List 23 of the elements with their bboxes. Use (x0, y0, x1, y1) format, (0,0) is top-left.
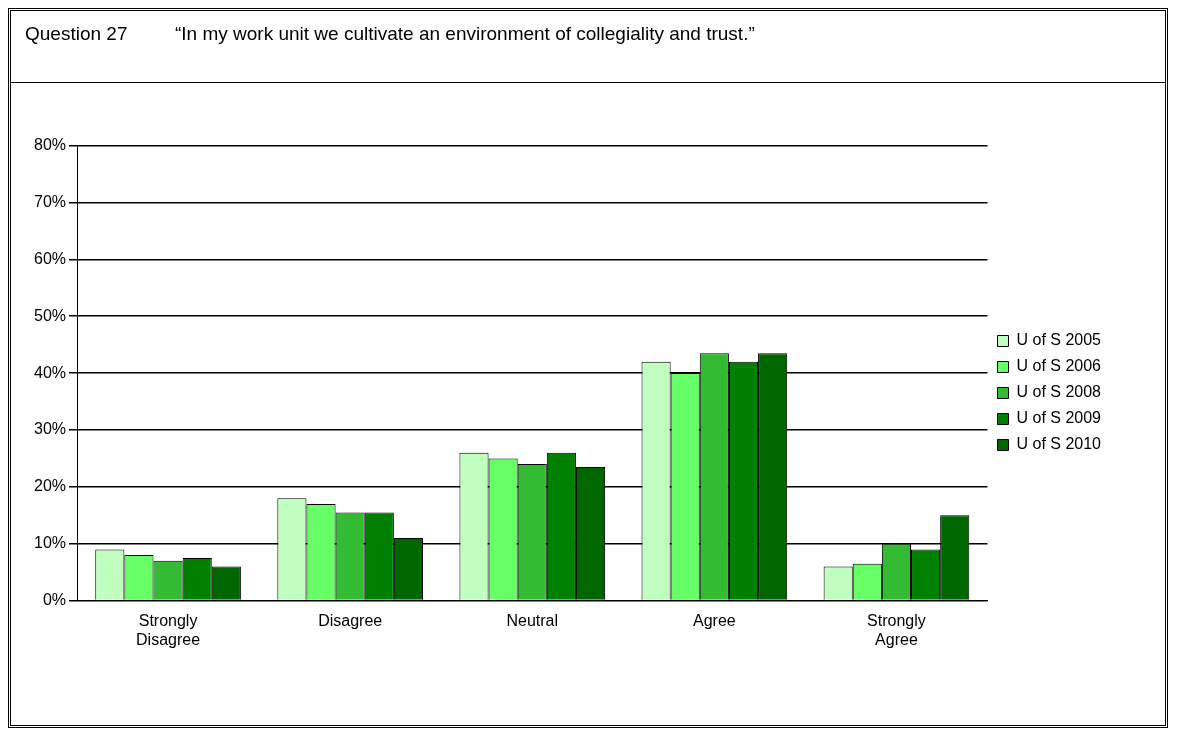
category-label: Strongly (867, 611, 926, 629)
y-tick-label: 70% (33, 192, 67, 210)
legend-label: U of S 2010 (1016, 435, 1102, 453)
y-tick-label: 60% (33, 249, 67, 267)
chart-title: Question 27 (25, 23, 129, 46)
y-tick-label: 0% (42, 591, 67, 609)
y-tick-label: 50% (33, 306, 67, 324)
y-tick-label: 80% (33, 136, 67, 154)
y-tick-label: 10% (33, 534, 67, 552)
y-tick-label: 40% (33, 363, 67, 381)
legend-label: U of S 2009 (1016, 409, 1102, 427)
x-tick-label: Disagree (318, 611, 383, 629)
legend-label: U of S 2006 (1016, 357, 1102, 375)
x-tick-label: Neutral (506, 611, 559, 629)
category-label: Agree (875, 630, 918, 648)
category-label: Disagree (136, 630, 201, 648)
y-tick-label: 20% (33, 477, 67, 495)
legend-label: U of S 2008 (1016, 383, 1102, 401)
legend-label: U of S 2005 (1016, 331, 1102, 349)
category-label: Strongly (138, 611, 198, 629)
x-tick-label: Agree (693, 611, 736, 629)
chart-subtitle: “In my work unit we cultivate an environment of collegiality and trust.” (175, 23, 755, 46)
y-tick-label: 30% (33, 420, 67, 438)
